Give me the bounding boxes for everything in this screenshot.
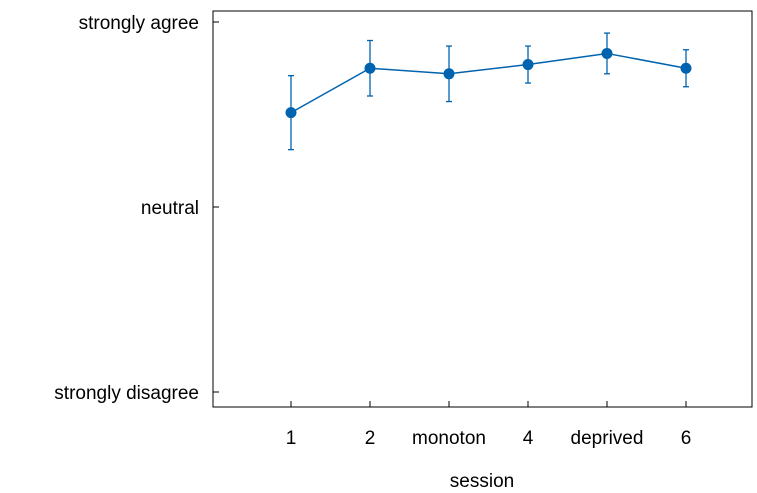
data-point [364,62,376,74]
x-ticks: 1 2 monoton 4 deprived 6 [286,401,692,449]
y-tick-label: strongly disagree [54,383,199,404]
x-tick-label: 4 [523,428,534,449]
x-tick-label: 1 [286,428,297,449]
x-tick-label: deprived [571,428,644,449]
data-point [680,62,692,74]
data-point [443,68,455,80]
data-point [285,107,297,119]
x-tick-label: 6 [681,428,692,449]
series [285,32,692,151]
y-tick-label: strongly agree [79,13,199,34]
x-axis-title: session [450,471,514,492]
plot-frame [212,10,753,408]
data-point [522,59,534,71]
x-tick-label: 2 [365,428,376,449]
axes [212,10,753,408]
y-tick-label: neutral [141,198,199,219]
series-line [290,52,687,114]
data-point [601,47,613,59]
y-ticks: strongly disagree neutral strongly agree [54,13,219,404]
x-tick-label: monoton [412,428,486,449]
